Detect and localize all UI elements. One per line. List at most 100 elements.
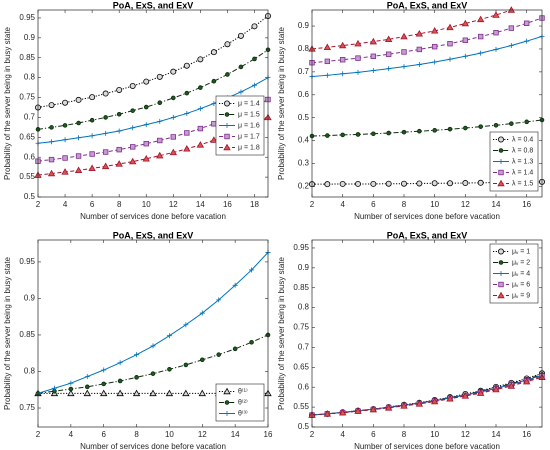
- legend-label: μᵥ = 6: [512, 281, 530, 288]
- x-tick-label: 14: [231, 430, 240, 439]
- legend-label: θ⁽²⁾: [238, 398, 248, 406]
- marker: [83, 389, 91, 397]
- x-tick-label: 2: [36, 200, 41, 209]
- marker: [184, 90, 190, 96]
- marker: [493, 122, 499, 128]
- marker: [129, 157, 137, 165]
- marker: [89, 94, 96, 101]
- marker: [224, 123, 230, 128]
- marker: [497, 136, 504, 143]
- marker: [522, 377, 531, 385]
- y-tick-label: 0.7: [298, 343, 310, 352]
- marker: [157, 137, 163, 144]
- x-tick-label: 14: [492, 430, 501, 439]
- series-line: [312, 119, 542, 137]
- marker: [416, 62, 422, 68]
- marker: [386, 130, 391, 136]
- marker: [116, 146, 122, 153]
- marker: [430, 397, 439, 405]
- marker: [447, 40, 453, 47]
- y-tick-label: 0.55: [293, 402, 309, 411]
- marker: [49, 139, 55, 145]
- x-tick-label: 8: [117, 200, 122, 209]
- marker: [210, 136, 218, 143]
- marker: [198, 85, 203, 90]
- marker: [432, 128, 437, 133]
- y-tick-label: 0.7: [24, 113, 36, 122]
- marker: [143, 104, 149, 110]
- x-tick-label: 4: [69, 430, 74, 439]
- y-tick-label: 0.65: [19, 132, 35, 141]
- marker: [223, 143, 231, 151]
- marker: [129, 82, 136, 89]
- y-axis-label: Probability of the server being in busy …: [3, 256, 12, 410]
- marker: [143, 140, 149, 147]
- marker: [251, 23, 258, 30]
- y-tick-label: 0.6: [298, 382, 310, 391]
- marker: [338, 41, 347, 49]
- marker: [103, 115, 108, 120]
- axes-box: [311, 9, 543, 198]
- marker: [149, 389, 157, 397]
- marker: [232, 346, 238, 352]
- marker: [371, 131, 376, 137]
- marker: [89, 133, 95, 139]
- y-axis-label: Probability of the server being in busy …: [277, 256, 286, 410]
- marker: [497, 291, 505, 299]
- marker: [431, 180, 438, 187]
- marker: [170, 134, 176, 140]
- marker: [523, 20, 530, 26]
- y-tick-label: 0.5: [24, 192, 36, 201]
- marker: [165, 389, 174, 397]
- y-tick-label: 0.8: [298, 303, 310, 312]
- marker: [354, 39, 362, 47]
- marker: [232, 282, 238, 288]
- marker: [430, 27, 439, 34]
- marker: [462, 53, 468, 59]
- y-tick-label: 0.9: [298, 263, 310, 272]
- marker: [183, 145, 191, 152]
- marker: [498, 159, 504, 164]
- marker: [476, 15, 485, 23]
- marker: [68, 380, 74, 386]
- marker: [477, 33, 484, 40]
- y-tick-label: 0.2: [298, 182, 310, 191]
- marker: [223, 387, 231, 395]
- marker: [116, 389, 124, 397]
- marker: [47, 169, 56, 177]
- x-axis-label: Number of services done before vacation: [80, 442, 226, 450]
- y-tick-label: 0.75: [293, 323, 309, 332]
- marker: [62, 99, 69, 106]
- legend-label: μᵥ = 1: [512, 248, 530, 255]
- x-tick-label: 16: [522, 430, 531, 439]
- series-line: [38, 15, 268, 108]
- legend-label: λ = 1.3: [512, 158, 533, 165]
- marker: [197, 125, 204, 132]
- x-tick-label: 16: [223, 200, 232, 209]
- marker: [498, 281, 504, 288]
- marker: [508, 43, 514, 49]
- y-tick-label: 0.3: [298, 159, 310, 168]
- marker: [117, 378, 123, 384]
- marker: [89, 117, 95, 123]
- x-tick-label: 4: [63, 200, 68, 209]
- marker: [184, 110, 190, 116]
- marker: [498, 169, 504, 176]
- y-tick-label: 0.9: [24, 33, 36, 42]
- series-line: [312, 35, 542, 77]
- series-line: [312, 374, 542, 416]
- legend-label: μᵥ = 2: [512, 259, 530, 266]
- marker: [216, 352, 222, 357]
- marker: [68, 386, 74, 392]
- marker: [524, 38, 530, 44]
- marker: [103, 130, 109, 136]
- legend-label: θ⁽¹⁾: [238, 387, 248, 395]
- marker: [101, 381, 107, 387]
- marker: [386, 66, 392, 72]
- marker: [199, 310, 205, 316]
- marker: [116, 128, 122, 134]
- marker: [249, 339, 254, 345]
- x-tick-label: 2: [36, 430, 41, 439]
- marker: [339, 180, 346, 187]
- x-axis-label: Number of services done before vacation: [354, 212, 500, 221]
